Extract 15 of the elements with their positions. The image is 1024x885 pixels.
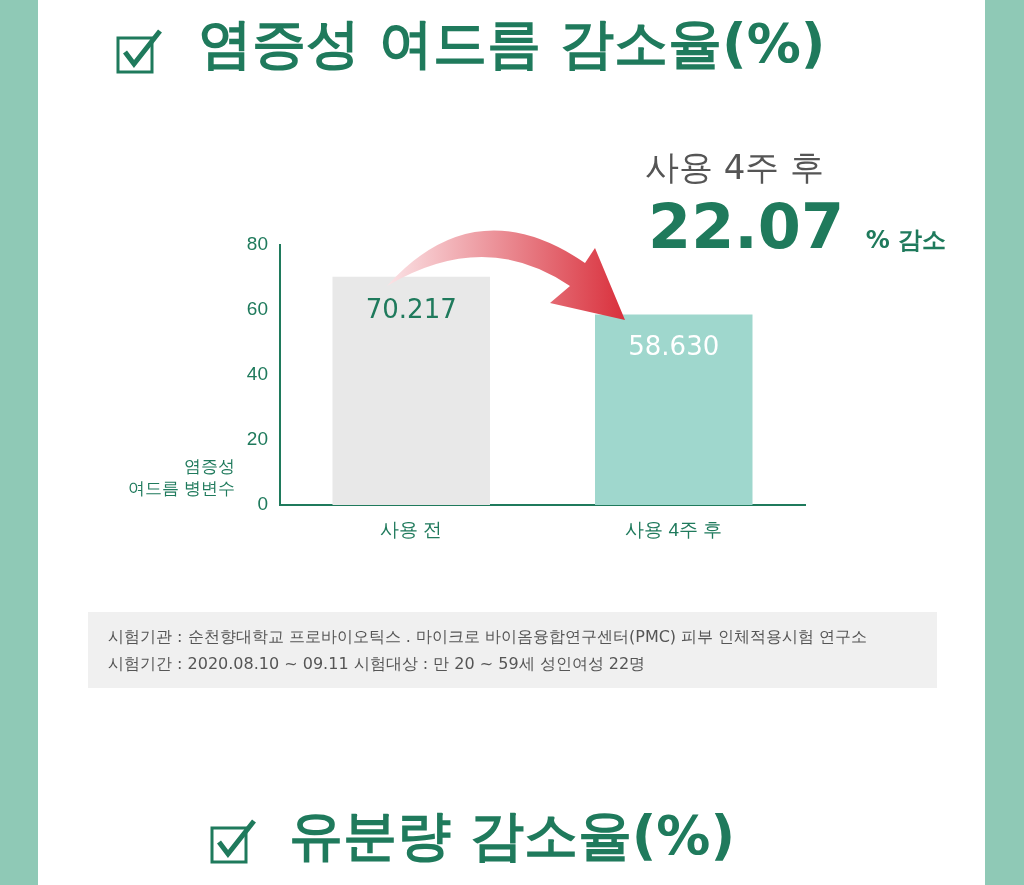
x-tick-label: 사용 전 — [380, 518, 443, 540]
data-label: 70.217 — [365, 293, 457, 324]
y-tick-label: 20 — [246, 428, 268, 450]
text: 유분량 감소율(%) — [287, 803, 737, 869]
y-axis-title: 염증성 여드름 병변수 — [126, 455, 235, 499]
data-label: 58.630 — [628, 331, 720, 362]
annotation: 22.07 % 감소 — [648, 190, 947, 263]
chart-title: 염증성 여드름 감소율(%) — [197, 11, 827, 77]
y-tick-label: 0 — [257, 493, 268, 515]
text: 시험기간 : 2020.08.10 ~ 09.11 시험대상 : 만 20 ~ 59세 성인여성 22명 — [108, 653, 647, 675]
text: 시험기관 : 순천향대학교 프로바이오틱스 . 마이크로 바이옴융합연구센터(PMC) 피부 인체적용시험 연구소 — [108, 626, 869, 648]
y-tick-label: 60 — [246, 298, 268, 320]
y-tick-label: 80 — [246, 233, 268, 255]
text: 사용 4주 후 — [645, 146, 825, 189]
y-tick-label: 40 — [246, 363, 268, 385]
